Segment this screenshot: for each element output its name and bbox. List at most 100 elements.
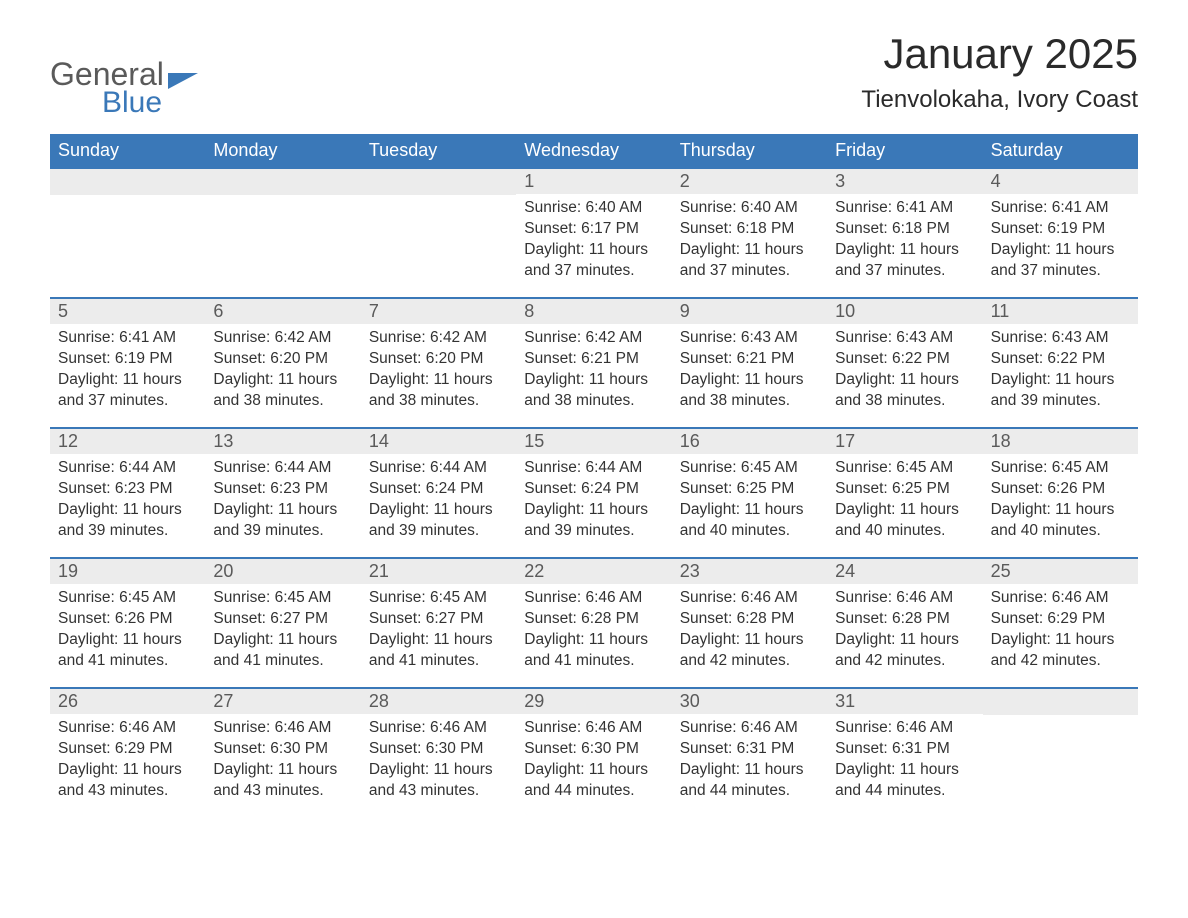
sunrise-text: Sunrise: 6:42 AM [369,328,508,349]
day-content: Sunrise: 6:44 AMSunset: 6:23 PMDaylight:… [50,454,205,552]
title-block: January 2025 Tienvolokaha, Ivory Coast [861,30,1138,114]
day-cell: 17Sunrise: 6:45 AMSunset: 6:25 PMDayligh… [827,429,982,557]
sunset-text: Sunset: 6:20 PM [369,349,508,370]
logo-line1: General [50,60,164,89]
sunset-text: Sunset: 6:29 PM [991,609,1130,630]
day-cell: 15Sunrise: 6:44 AMSunset: 6:24 PMDayligh… [516,429,671,557]
day-cell: 28Sunrise: 6:46 AMSunset: 6:30 PMDayligh… [361,689,516,817]
day-cell [205,169,360,297]
daylight-text: Daylight: 11 hours and 44 minutes. [680,760,819,802]
day-cell: 11Sunrise: 6:43 AMSunset: 6:22 PMDayligh… [983,299,1138,427]
day-number: 15 [516,429,671,454]
sunrise-text: Sunrise: 6:46 AM [680,718,819,739]
day-number: 22 [516,559,671,584]
daylight-text: Daylight: 11 hours and 40 minutes. [680,500,819,542]
day-content: Sunrise: 6:46 AMSunset: 6:30 PMDaylight:… [361,714,516,812]
day-content: Sunrise: 6:44 AMSunset: 6:24 PMDaylight:… [361,454,516,552]
day-cell: 24Sunrise: 6:46 AMSunset: 6:28 PMDayligh… [827,559,982,687]
daylight-text: Daylight: 11 hours and 44 minutes. [524,760,663,802]
daylight-text: Daylight: 11 hours and 37 minutes. [835,240,974,282]
day-content: Sunrise: 6:41 AMSunset: 6:19 PMDaylight:… [983,194,1138,292]
logo-line2: Blue [50,89,198,116]
sunset-text: Sunset: 6:17 PM [524,219,663,240]
sunset-text: Sunset: 6:28 PM [835,609,974,630]
day-number: 13 [205,429,360,454]
sunset-text: Sunset: 6:31 PM [835,739,974,760]
sunrise-text: Sunrise: 6:43 AM [835,328,974,349]
day-number: 9 [672,299,827,324]
daylight-text: Daylight: 11 hours and 42 minutes. [680,630,819,672]
daylight-text: Daylight: 11 hours and 42 minutes. [991,630,1130,672]
sunset-text: Sunset: 6:28 PM [524,609,663,630]
day-number: 28 [361,689,516,714]
sunset-text: Sunset: 6:27 PM [369,609,508,630]
week-row: 26Sunrise: 6:46 AMSunset: 6:29 PMDayligh… [50,687,1138,817]
day-cell: 8Sunrise: 6:42 AMSunset: 6:21 PMDaylight… [516,299,671,427]
day-number: 3 [827,169,982,194]
day-cell: 22Sunrise: 6:46 AMSunset: 6:28 PMDayligh… [516,559,671,687]
dow-cell: Saturday [983,134,1138,167]
day-content: Sunrise: 6:42 AMSunset: 6:21 PMDaylight:… [516,324,671,422]
sunrise-text: Sunrise: 6:46 AM [835,718,974,739]
day-cell: 21Sunrise: 6:45 AMSunset: 6:27 PMDayligh… [361,559,516,687]
day-cell: 7Sunrise: 6:42 AMSunset: 6:20 PMDaylight… [361,299,516,427]
day-content: Sunrise: 6:46 AMSunset: 6:29 PMDaylight:… [50,714,205,812]
day-cell: 26Sunrise: 6:46 AMSunset: 6:29 PMDayligh… [50,689,205,817]
day-number: 30 [672,689,827,714]
dow-cell: Tuesday [361,134,516,167]
sunset-text: Sunset: 6:19 PM [991,219,1130,240]
daylight-text: Daylight: 11 hours and 37 minutes. [991,240,1130,282]
day-cell: 2Sunrise: 6:40 AMSunset: 6:18 PMDaylight… [672,169,827,297]
day-content: Sunrise: 6:46 AMSunset: 6:31 PMDaylight:… [827,714,982,812]
daylight-text: Daylight: 11 hours and 40 minutes. [835,500,974,542]
sunrise-text: Sunrise: 6:43 AM [991,328,1130,349]
day-number: 20 [205,559,360,584]
day-cell [50,169,205,297]
day-number: 4 [983,169,1138,194]
day-content: Sunrise: 6:42 AMSunset: 6:20 PMDaylight:… [205,324,360,422]
sunset-text: Sunset: 6:26 PM [991,479,1130,500]
sunrise-text: Sunrise: 6:45 AM [213,588,352,609]
day-number-empty [50,169,205,195]
day-number: 27 [205,689,360,714]
dow-cell: Sunday [50,134,205,167]
sunset-text: Sunset: 6:21 PM [680,349,819,370]
day-content: Sunrise: 6:42 AMSunset: 6:20 PMDaylight:… [361,324,516,422]
day-number: 25 [983,559,1138,584]
day-cell: 29Sunrise: 6:46 AMSunset: 6:30 PMDayligh… [516,689,671,817]
day-content: Sunrise: 6:45 AMSunset: 6:27 PMDaylight:… [205,584,360,682]
daylight-text: Daylight: 11 hours and 41 minutes. [369,630,508,672]
sunset-text: Sunset: 6:20 PM [213,349,352,370]
day-content: Sunrise: 6:41 AMSunset: 6:18 PMDaylight:… [827,194,982,292]
day-number: 18 [983,429,1138,454]
sunset-text: Sunset: 6:30 PM [213,739,352,760]
sunset-text: Sunset: 6:24 PM [524,479,663,500]
daylight-text: Daylight: 11 hours and 39 minutes. [369,500,508,542]
day-content: Sunrise: 6:43 AMSunset: 6:21 PMDaylight:… [672,324,827,422]
day-number: 19 [50,559,205,584]
day-cell: 9Sunrise: 6:43 AMSunset: 6:21 PMDaylight… [672,299,827,427]
day-cell [361,169,516,297]
sunrise-text: Sunrise: 6:46 AM [58,718,197,739]
day-cell: 23Sunrise: 6:46 AMSunset: 6:28 PMDayligh… [672,559,827,687]
daylight-text: Daylight: 11 hours and 39 minutes. [524,500,663,542]
day-cell: 3Sunrise: 6:41 AMSunset: 6:18 PMDaylight… [827,169,982,297]
day-cell: 16Sunrise: 6:45 AMSunset: 6:25 PMDayligh… [672,429,827,557]
sunrise-text: Sunrise: 6:46 AM [680,588,819,609]
week-row: 12Sunrise: 6:44 AMSunset: 6:23 PMDayligh… [50,427,1138,557]
daylight-text: Daylight: 11 hours and 41 minutes. [524,630,663,672]
sunset-text: Sunset: 6:30 PM [524,739,663,760]
day-cell: 1Sunrise: 6:40 AMSunset: 6:17 PMDaylight… [516,169,671,297]
daylight-text: Daylight: 11 hours and 38 minutes. [213,370,352,412]
sunset-text: Sunset: 6:29 PM [58,739,197,760]
day-number: 29 [516,689,671,714]
sunrise-text: Sunrise: 6:44 AM [524,458,663,479]
day-cell: 6Sunrise: 6:42 AMSunset: 6:20 PMDaylight… [205,299,360,427]
daylight-text: Daylight: 11 hours and 38 minutes. [680,370,819,412]
day-content: Sunrise: 6:46 AMSunset: 6:30 PMDaylight:… [205,714,360,812]
sunrise-text: Sunrise: 6:42 AM [524,328,663,349]
day-content: Sunrise: 6:44 AMSunset: 6:24 PMDaylight:… [516,454,671,552]
calendar: SundayMondayTuesdayWednesdayThursdayFrid… [50,134,1138,817]
day-number: 5 [50,299,205,324]
day-cell: 4Sunrise: 6:41 AMSunset: 6:19 PMDaylight… [983,169,1138,297]
